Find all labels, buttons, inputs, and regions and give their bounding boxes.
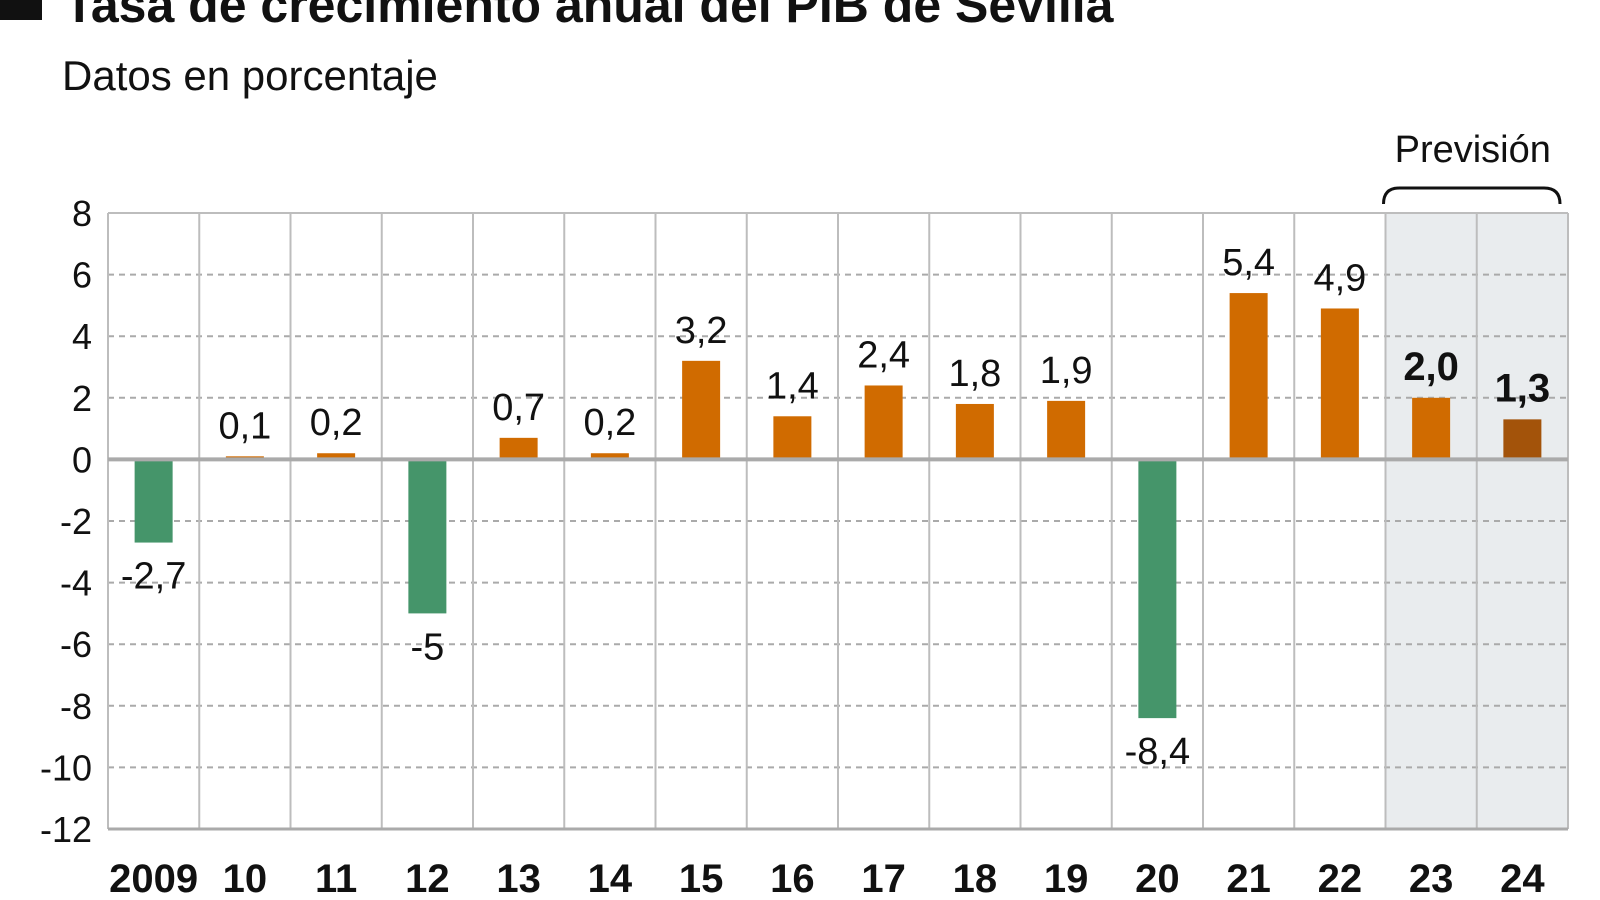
bar bbox=[955, 403, 994, 460]
y-tick-label: 6 bbox=[72, 255, 92, 296]
data-label: -5 bbox=[410, 626, 444, 668]
data-label: 0,1 bbox=[218, 405, 271, 447]
x-tick-label: 10 bbox=[223, 857, 268, 900]
y-tick-label: 4 bbox=[72, 316, 92, 357]
x-tick-label: 20 bbox=[1135, 857, 1180, 900]
data-label: 3,2 bbox=[675, 310, 728, 352]
bar bbox=[317, 453, 356, 460]
x-tick-label: 13 bbox=[496, 857, 541, 900]
forecast-label: Previsión bbox=[1395, 129, 1551, 171]
bar bbox=[1503, 419, 1542, 460]
bar bbox=[682, 360, 721, 460]
data-label: 2,4 bbox=[857, 334, 910, 376]
x-tick-label: 16 bbox=[770, 857, 815, 900]
x-tick-label: 23 bbox=[1409, 857, 1454, 900]
bar bbox=[408, 459, 447, 614]
bar bbox=[499, 437, 538, 460]
x-tick-label: 18 bbox=[953, 857, 998, 900]
chart-title: Tasa de crecimiento anual del PIB de Sev… bbox=[64, 0, 1115, 33]
y-tick-label: -2 bbox=[60, 501, 92, 542]
x-tick-label: 17 bbox=[861, 857, 906, 900]
title-marker bbox=[0, 0, 42, 20]
bar bbox=[590, 453, 629, 460]
bar bbox=[864, 385, 903, 460]
y-tick-label: 2 bbox=[72, 378, 92, 419]
y-tick-label: -4 bbox=[60, 563, 92, 604]
data-label: 0,2 bbox=[310, 402, 363, 444]
chart-subtitle: Datos en porcentaje bbox=[62, 52, 438, 99]
y-tick-label: 0 bbox=[72, 439, 92, 480]
x-tick-label: 12 bbox=[405, 857, 450, 900]
x-tick-label: 19 bbox=[1044, 857, 1089, 900]
data-label: 0,2 bbox=[583, 402, 636, 444]
bar bbox=[1229, 293, 1268, 460]
bar bbox=[1320, 308, 1359, 460]
bar bbox=[1412, 397, 1451, 460]
x-tick-label: 21 bbox=[1226, 857, 1271, 900]
bar bbox=[1138, 459, 1177, 719]
x-tick-label: 2009 bbox=[109, 857, 198, 900]
bar bbox=[134, 459, 173, 543]
data-label: 0,7 bbox=[492, 387, 545, 429]
data-label: 4,9 bbox=[1313, 257, 1366, 299]
x-tick-label: 11 bbox=[315, 857, 357, 900]
x-tick-label: 24 bbox=[1500, 857, 1545, 900]
bar bbox=[773, 416, 812, 460]
data-label: 1,8 bbox=[948, 353, 1001, 395]
x-tick-label: 15 bbox=[679, 857, 724, 900]
y-tick-label: -10 bbox=[40, 747, 92, 788]
x-tick-label: 14 bbox=[588, 857, 633, 900]
data-label: 5,4 bbox=[1222, 242, 1275, 284]
x-tick-label: 22 bbox=[1318, 857, 1363, 900]
bar bbox=[1047, 400, 1086, 460]
data-label: -8,4 bbox=[1125, 731, 1190, 773]
y-tick-label: -12 bbox=[40, 809, 92, 850]
data-label: 1,3 bbox=[1495, 366, 1551, 410]
y-tick-label: 8 bbox=[72, 193, 92, 234]
y-tick-label: -8 bbox=[60, 686, 92, 727]
data-label: 1,9 bbox=[1040, 350, 1093, 392]
data-label: 1,4 bbox=[766, 365, 819, 407]
forecast-bracket bbox=[1382, 186, 1562, 205]
y-tick-label: -6 bbox=[60, 624, 92, 665]
data-label: -2,7 bbox=[121, 556, 186, 598]
data-label: 2,0 bbox=[1403, 345, 1459, 389]
